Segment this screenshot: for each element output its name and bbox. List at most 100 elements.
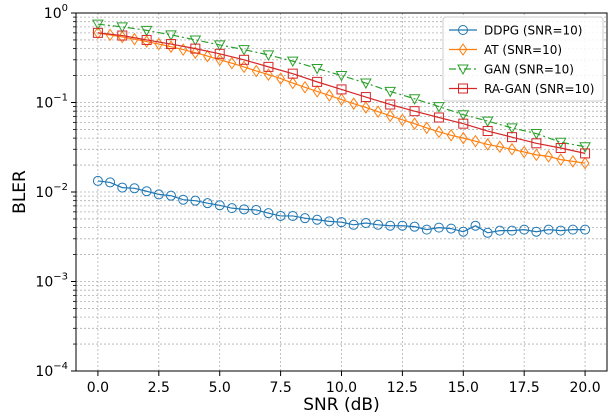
- data-point: [507, 225, 518, 236]
- data-point: [239, 54, 250, 65]
- data-point: [580, 224, 591, 235]
- data-point: [227, 56, 237, 70]
- data-point: [470, 220, 481, 231]
- data-point: [373, 219, 384, 230]
- data-point: [531, 148, 541, 162]
- data-point: [409, 106, 420, 117]
- data-point: [408, 94, 421, 105]
- data-point: [92, 19, 104, 31]
- data-point: [178, 194, 189, 205]
- data-point: [348, 219, 359, 230]
- x-tick-label: 20.0: [569, 380, 600, 396]
- legend-marker: [458, 83, 468, 94]
- data-point: [141, 186, 152, 197]
- data-point: [543, 224, 554, 235]
- data-point: [324, 89, 334, 102]
- x-axis-title: SNR (dB): [303, 395, 379, 415]
- data-point: [141, 34, 152, 45]
- legend-marker: [458, 25, 468, 35]
- data-point: [300, 80, 310, 94]
- data-point: [384, 86, 397, 98]
- legend: DDPG (SNR=10) AT (SNR=10) GAN (SNR=10) RA-G…: [442, 16, 604, 102]
- y-axis: 10−4 10−3 10−2 10−1 100: [35, 3, 76, 380]
- data-point: [579, 142, 591, 153]
- data-point: [495, 140, 505, 154]
- data-point: [276, 72, 286, 85]
- data-point: [434, 125, 444, 139]
- x-tick-label: 7.5: [269, 380, 291, 396]
- y-tick-label: 10−3: [35, 272, 68, 291]
- legend-label: AT (SNR=10): [484, 43, 562, 57]
- data-point: [373, 105, 383, 119]
- data-point: [214, 200, 225, 211]
- data-point: [263, 208, 274, 219]
- x-tick-label: 10.0: [326, 380, 357, 396]
- data-point: [92, 27, 103, 38]
- data-point: [93, 26, 103, 40]
- x-tick-label: 15.0: [448, 380, 479, 396]
- data-point: [385, 99, 396, 110]
- data-point: [214, 48, 225, 59]
- data-point: [335, 71, 348, 82]
- data-point: [422, 121, 432, 135]
- data-point: [482, 227, 493, 238]
- data-point: [337, 93, 346, 106]
- data-point: [433, 102, 445, 113]
- series-line: [97, 32, 586, 164]
- data-point: [275, 210, 286, 221]
- legend-item: GAN (SNR=10): [449, 63, 574, 77]
- data-point: [531, 138, 542, 149]
- legend-item: AT (SNR=10): [449, 43, 562, 57]
- legend-item: RA-GAN (SNR=10): [449, 82, 594, 96]
- data-point: [165, 190, 176, 201]
- legend-label: GAN (SNR=10): [484, 63, 574, 77]
- data-point: [580, 156, 590, 170]
- data-point: [433, 222, 444, 233]
- data-point: [116, 22, 129, 33]
- x-tick-label: 0.0: [87, 380, 109, 396]
- data-point: [190, 46, 200, 60]
- data-point: [360, 78, 372, 90]
- data-point: [544, 150, 553, 163]
- data-point: [568, 154, 578, 168]
- data-point: [239, 204, 250, 215]
- data-point: [190, 195, 201, 206]
- data-point: [226, 203, 237, 214]
- data-point: [556, 153, 566, 167]
- y-tick-label: 10−2: [35, 182, 68, 201]
- data-point: [336, 84, 347, 95]
- data-point: [360, 92, 371, 103]
- series-1: [92, 175, 591, 238]
- data-point: [203, 49, 212, 63]
- y-tick-label: 100: [44, 3, 68, 22]
- data-point: [530, 129, 543, 140]
- data-point: [494, 225, 505, 236]
- data-point: [264, 68, 273, 81]
- data-point: [361, 101, 371, 114]
- data-point: [507, 132, 518, 143]
- data-point: [567, 224, 578, 235]
- data-point: [178, 43, 188, 56]
- data-point: [554, 137, 567, 149]
- data-point: [190, 43, 201, 54]
- data-point: [397, 220, 408, 231]
- data-point: [153, 189, 164, 200]
- data-point: [129, 183, 140, 194]
- data-point: [251, 204, 262, 215]
- data-point: [481, 116, 494, 128]
- data-point: [165, 30, 177, 41]
- legend-item: DDPG (SNR=10): [449, 24, 582, 38]
- data-point: [117, 182, 128, 193]
- data-point: [213, 40, 226, 51]
- legend-label: DDPG (SNR=10): [484, 24, 582, 38]
- data-point: [446, 128, 456, 142]
- data-point: [262, 50, 275, 61]
- data-point: [506, 123, 518, 134]
- data-point: [251, 64, 261, 78]
- series-layer: [92, 19, 591, 238]
- data-point: [286, 56, 299, 68]
- data-point: [483, 138, 493, 151]
- legend-marker: [458, 43, 468, 56]
- data-point: [238, 45, 250, 56]
- data-point: [397, 113, 407, 127]
